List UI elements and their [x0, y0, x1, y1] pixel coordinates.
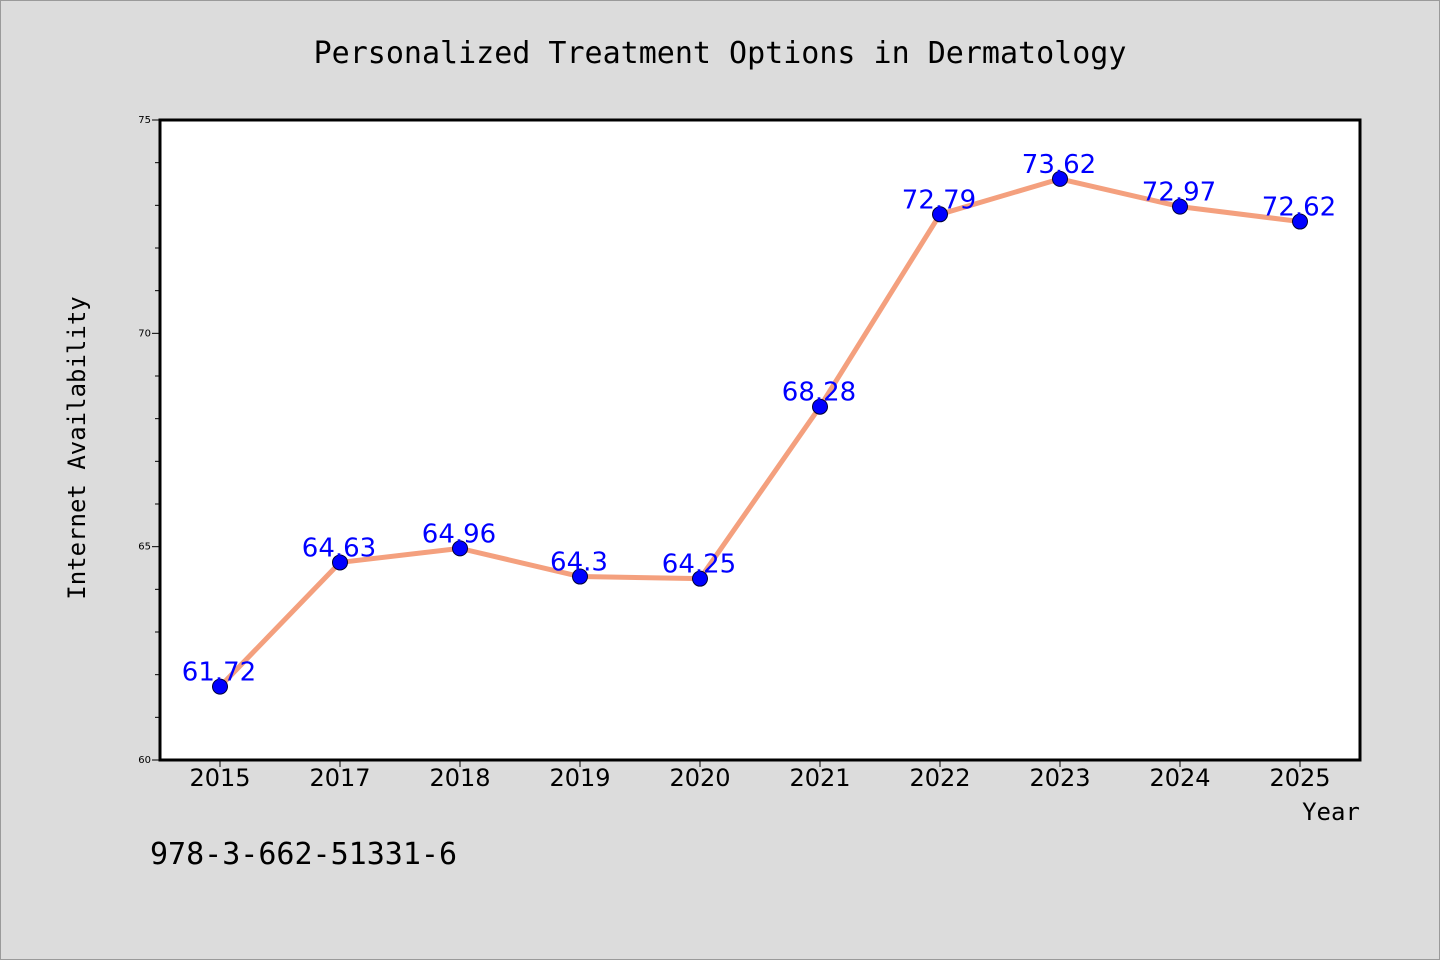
- data-label: 64.25: [662, 550, 736, 580]
- chart-title: Personalized Treatment Options in Dermat…: [314, 36, 1127, 71]
- y-axis: 60 65 70 75: [138, 115, 160, 766]
- x-tick-label: 2015: [189, 764, 250, 792]
- x-axis-label: Year: [1302, 798, 1360, 826]
- x-tick-label: 2020: [669, 764, 730, 792]
- data-point-marker: [1052, 170, 1068, 187]
- data-label: 68.28: [782, 378, 856, 408]
- y-tick-label: 65: [138, 542, 151, 553]
- data-point-marker: [1292, 213, 1308, 230]
- data-series: 61.72 64.63 64.96 64.3 64.25 68.28 72.79 73.62 7…: [182, 150, 1336, 695]
- x-tick-label: 2018: [429, 764, 490, 792]
- y-axis-label: Internet Availability: [63, 296, 91, 599]
- x-tick-label: 2019: [549, 764, 610, 792]
- data-point-marker: [932, 206, 948, 223]
- data-point-marker: [572, 568, 588, 585]
- data-point-marker: [332, 554, 348, 571]
- data-label: 64.96: [422, 519, 496, 549]
- data-label: 72.62: [1262, 193, 1336, 223]
- data-label: 72.97: [1142, 178, 1216, 208]
- y-tick-label: 75: [138, 115, 151, 126]
- data-point-marker: [812, 398, 828, 415]
- data-point-marker: [212, 678, 228, 695]
- x-axis: 2015 2017 2018 2019 2020 2021 2022 2023 2024 2025: [189, 760, 1331, 792]
- data-label: 73.62: [1022, 150, 1096, 180]
- x-tick-label: 2022: [909, 764, 970, 792]
- data-point-marker: [452, 540, 468, 557]
- data-label: 61.72: [182, 658, 256, 688]
- x-tick-label: 2025: [1269, 764, 1330, 792]
- plot-area: [158, 118, 1362, 762]
- data-label: 64.63: [302, 533, 376, 563]
- x-tick-label: 2024: [1149, 764, 1210, 792]
- x-tick-label: 2021: [789, 764, 850, 792]
- isbn-text: 978-3-662-51331-6: [150, 837, 457, 872]
- x-tick-label: 2017: [309, 764, 370, 792]
- data-point-marker: [1172, 198, 1188, 215]
- y-tick-label: 70: [138, 328, 151, 339]
- x-tick-label: 2023: [1029, 764, 1090, 792]
- data-label: 72.79: [902, 185, 976, 215]
- y-tick-label: 60: [138, 755, 151, 766]
- series-line: [217, 176, 1303, 690]
- data-label: 64.3: [550, 548, 608, 578]
- data-point-marker: [692, 570, 708, 587]
